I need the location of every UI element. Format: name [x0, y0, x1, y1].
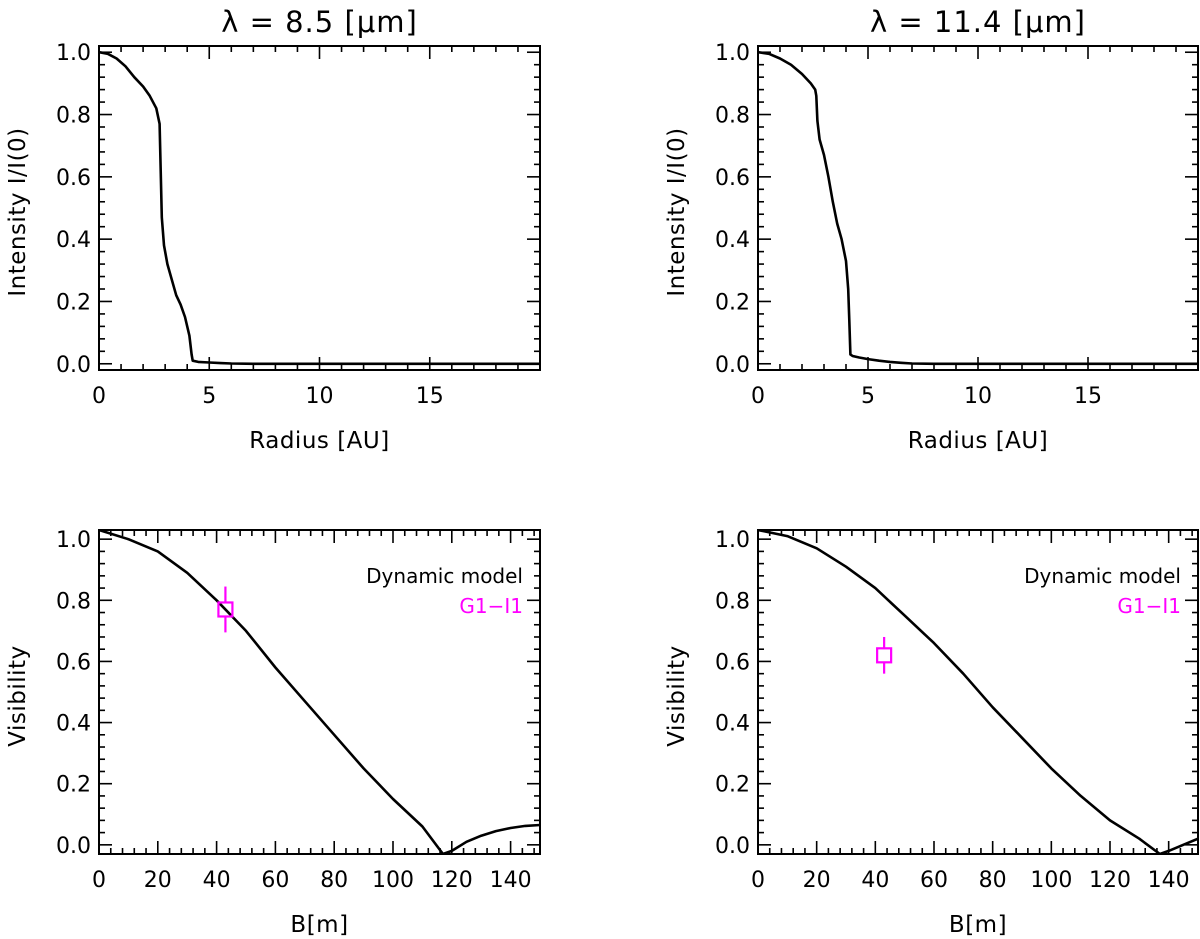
- x-tick-label: 15: [416, 384, 444, 409]
- observation-marker: [217, 601, 234, 618]
- x-tick-label: 10: [306, 384, 334, 409]
- series-line: [99, 50, 540, 366]
- y-tick-label: 0.6: [715, 650, 750, 675]
- x-tick-label: 20: [144, 868, 172, 893]
- panel-title: λ = 8.5 [μm]: [221, 5, 418, 39]
- x-axis-label: B[m]: [290, 912, 348, 938]
- y-axis-label: Intensity I/I(0): [5, 127, 31, 296]
- observation-point: [217, 586, 234, 633]
- panel-title: λ = 11.4 [μm]: [870, 5, 1086, 39]
- y-tick-label: 0.4: [715, 228, 750, 253]
- y-tick-label: 1.0: [56, 528, 91, 553]
- y-tick-label: 0.0: [715, 353, 750, 378]
- panel-intensity-8p5: 0 5 10 15 0.0 0.2 0.4 0.6 0.8 1.0 Radius [AU] Inten…: [5, 5, 541, 454]
- y-tick-label: 0.4: [715, 712, 750, 737]
- plot-frame: [98, 529, 541, 855]
- plot-frame: [757, 45, 1199, 371]
- y-tick-label: 0.6: [56, 166, 91, 191]
- x-tick-label: 120: [1089, 868, 1131, 893]
- x-tick-label: 100: [372, 868, 414, 893]
- x-tick-label: 140: [1148, 868, 1190, 893]
- x-tick-label: 5: [861, 384, 875, 409]
- y-tick-label: 0.6: [715, 166, 750, 191]
- y-tick-label: 0.2: [715, 773, 750, 798]
- observation-point: [876, 636, 893, 674]
- x-tick-label: 15: [1074, 384, 1102, 409]
- legend-observation: G1−I1: [1117, 594, 1181, 618]
- y-tick-label: 0.2: [56, 773, 91, 798]
- panel-visibility-11p4: 0 20 40 60 80 100 120 140 0.0 0.2 0.4 0.6 0.8 1.0 B[m]…: [664, 528, 1199, 938]
- legend-model: Dynamic model: [1024, 564, 1181, 588]
- x-tick-label: 120: [431, 868, 473, 893]
- y-tick-label: 0.4: [56, 228, 91, 253]
- x-tick-label: 80: [320, 868, 348, 893]
- x-axis-label: Radius [AU]: [249, 428, 389, 454]
- plot-frame: [757, 529, 1199, 855]
- y-tick-label: 1.0: [715, 41, 750, 66]
- y-tick-label: 0.8: [715, 104, 750, 129]
- x-tick-label: 60: [920, 868, 948, 893]
- x-tick-label: 0: [751, 384, 765, 409]
- y-axis-label: Visibility: [664, 645, 690, 746]
- panel-intensity-11p4: 0 5 10 15 0.0 0.2 0.4 0.6 0.8 1.0 Radius [AU] Inten…: [664, 5, 1199, 454]
- x-tick-label: 140: [490, 868, 532, 893]
- y-axis-label: Intensity I/I(0): [664, 127, 690, 296]
- observation-marker: [876, 647, 893, 664]
- y-tick-label: 0.0: [56, 353, 91, 378]
- y-tick-label: 0.8: [56, 104, 91, 129]
- y-tick-label: 0.8: [56, 589, 91, 614]
- x-tick-label: 20: [803, 868, 831, 893]
- y-tick-label: 0.0: [56, 834, 91, 859]
- x-axis-label: B[m]: [949, 912, 1007, 938]
- x-tick-label: 0: [92, 868, 106, 893]
- y-axis-label: Visibility: [5, 645, 31, 746]
- y-tick-label: 0.2: [56, 290, 91, 315]
- series-line: [758, 530, 1198, 854]
- y-tick-label: 0.4: [56, 712, 91, 737]
- series-line: [99, 530, 540, 854]
- x-axis-label: Radius [AU]: [908, 428, 1048, 454]
- x-tick-label: 0: [751, 868, 765, 893]
- x-tick-label: 40: [203, 868, 231, 893]
- y-tick-label: 0.6: [56, 650, 91, 675]
- plot-frame: [98, 45, 541, 371]
- legend-observation: G1−I1: [459, 594, 523, 618]
- y-tick-label: 1.0: [56, 41, 91, 66]
- x-tick-label: 100: [1030, 868, 1072, 893]
- x-tick-label: 0: [92, 384, 106, 409]
- series-line: [758, 50, 1198, 366]
- x-tick-label: 60: [261, 868, 289, 893]
- x-tick-label: 80: [979, 868, 1007, 893]
- y-tick-label: 0.8: [715, 589, 750, 614]
- panel-visibility-8p5: 0 20 40 60 80 100 120 140 0.0 0.2 0.4 0.6 0.8 1.0 B[m]…: [5, 528, 541, 938]
- y-tick-label: 1.0: [715, 528, 750, 553]
- x-tick-label: 5: [202, 384, 216, 409]
- legend-model: Dynamic model: [366, 564, 523, 588]
- x-tick-label: 10: [964, 384, 992, 409]
- y-tick-label: 0.0: [715, 834, 750, 859]
- x-tick-label: 40: [861, 868, 889, 893]
- y-tick-label: 0.2: [715, 290, 750, 315]
